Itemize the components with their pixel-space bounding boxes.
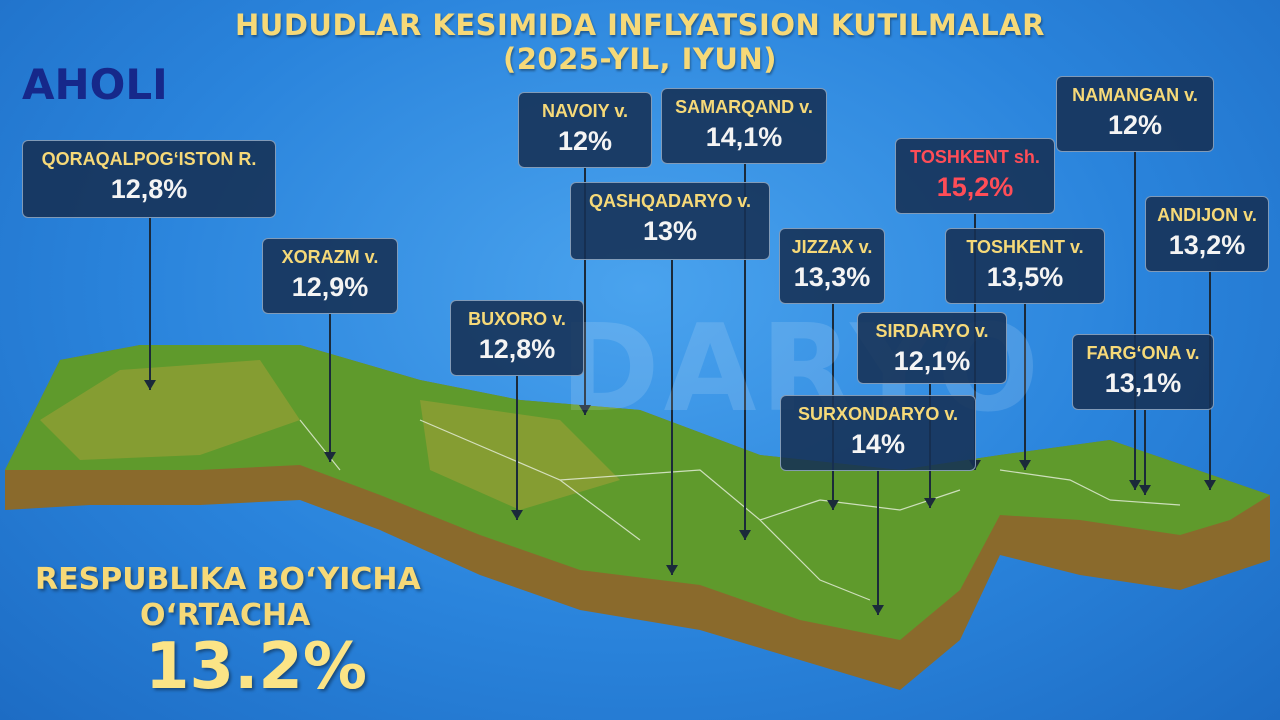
region-value: 12,9% xyxy=(291,272,369,302)
region-callout: TOSHKENT v. 13,5% xyxy=(945,228,1105,304)
map-top xyxy=(5,345,1270,640)
pointer-tip xyxy=(1204,480,1216,490)
region-value: 13,3% xyxy=(793,262,871,292)
pointer-tip xyxy=(511,510,523,520)
region-name: JIZZAX v. xyxy=(791,237,873,257)
pointer-tip xyxy=(666,565,678,575)
pointer-tip xyxy=(827,500,839,510)
region-callout: BUXORO v. 12,8% xyxy=(450,300,584,376)
pointer-tip xyxy=(579,405,591,415)
region-name: SIRDARYO v. xyxy=(875,321,989,341)
region-callout: NAVOIY v. 12% xyxy=(518,92,652,168)
region-callout: FARG‘ONA v. 13,1% xyxy=(1072,334,1214,410)
region-callout: SAMARQAND v. 14,1% xyxy=(661,88,827,164)
region-name: NAVOIY v. xyxy=(541,101,629,121)
audience-tag: AHOLI xyxy=(22,60,168,109)
region-value: 14,1% xyxy=(705,122,783,152)
pointer-tip xyxy=(1019,460,1031,470)
region-callout: NAMANGAN v. 12% xyxy=(1056,76,1214,152)
region-name: BUXORO v. xyxy=(468,309,566,329)
region-name: QORAQALPOG‘ISTON R. xyxy=(41,149,257,169)
region-value: 13,5% xyxy=(986,262,1064,292)
pointer-tip xyxy=(1129,480,1141,490)
summary-label: O‘RTACHA xyxy=(140,598,311,633)
map-texture xyxy=(40,360,620,510)
region-value: 13,1% xyxy=(1104,368,1182,398)
borders xyxy=(299,419,1181,601)
pointer-tip xyxy=(324,452,336,462)
region-name: FARG‘ONA v. xyxy=(1086,343,1200,363)
region-callout: SIRDARYO v. 12,1% xyxy=(857,312,1007,384)
region-value: 13% xyxy=(642,216,698,246)
region-callout: XORAZM v. 12,9% xyxy=(262,238,398,314)
title: HUDUDLAR KESIMIDA INFLYATSION KUTILMALAR xyxy=(235,8,1045,42)
pointer-tip xyxy=(872,605,884,615)
region-name: QASHQADARYO v. xyxy=(588,191,752,211)
pointer-tip xyxy=(144,380,156,390)
region-value: 12,8% xyxy=(478,334,556,364)
region-callout: ANDIJON v. 13,2% xyxy=(1145,196,1269,272)
region-callout: SURXONDARYO v. 14% xyxy=(780,395,976,471)
region-callout: QORAQALPOG‘ISTON R. 12,8% xyxy=(22,140,276,218)
region-name: TOSHKENT sh. xyxy=(910,147,1040,167)
region-name: TOSHKENT v. xyxy=(966,237,1084,257)
summary-label: RESPUBLIKA BO‘YICHA xyxy=(35,562,421,597)
region-name: XORAZM v. xyxy=(281,247,379,267)
region-callout: JIZZAX v. 13,3% xyxy=(779,228,885,304)
region-name: ANDIJON v. xyxy=(1157,205,1257,225)
summary-value: 13.2% xyxy=(145,630,368,704)
region-callout: QASHQADARYO v. 13% xyxy=(570,182,770,260)
region-value: 12% xyxy=(557,126,613,156)
region-callout: TOSHKENT sh. 15,2% xyxy=(895,138,1055,214)
region-value: 15,2% xyxy=(936,172,1014,202)
pointer-tip xyxy=(739,530,751,540)
region-value: 12,1% xyxy=(893,346,971,376)
region-name: SURXONDARYO v. xyxy=(797,404,959,424)
region-value: 12,8% xyxy=(110,174,188,204)
region-value: 13,2% xyxy=(1168,230,1246,260)
pointer-tip xyxy=(1139,485,1151,495)
subtitle: (2025-YIL, IYUN) xyxy=(503,42,777,76)
region-value: 12% xyxy=(1107,110,1163,140)
region-name: SAMARQAND v. xyxy=(675,97,813,117)
region-name: NAMANGAN v. xyxy=(1072,85,1198,105)
pointer-tip xyxy=(924,498,936,508)
region-value: 14% xyxy=(850,429,906,459)
